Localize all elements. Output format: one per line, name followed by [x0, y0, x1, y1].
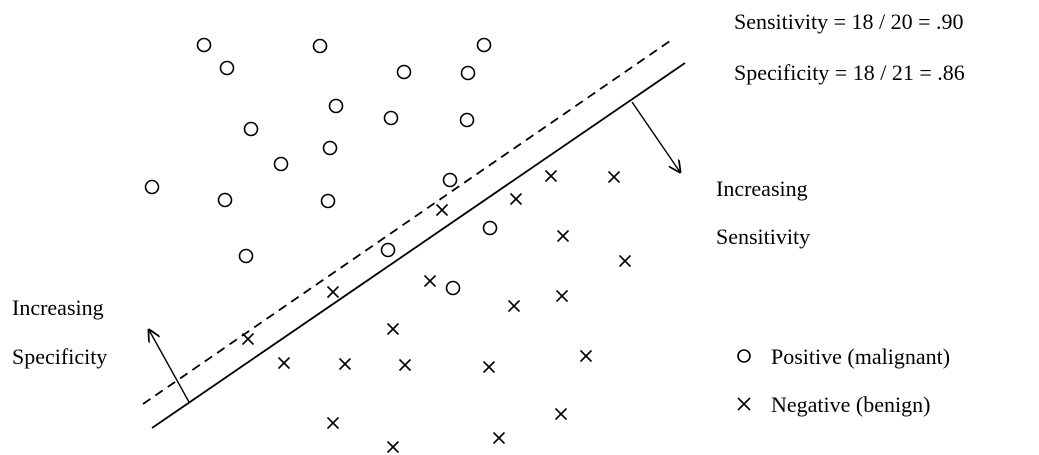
negative-point	[544, 169, 558, 183]
negative-point	[555, 289, 569, 303]
negative-point	[618, 254, 632, 268]
positive-point	[243, 121, 259, 137]
negative-point	[241, 332, 255, 346]
negative-point	[277, 356, 291, 370]
positive-point	[273, 156, 289, 172]
positive-point	[312, 38, 328, 54]
positive-point	[460, 65, 476, 81]
negative-point	[579, 349, 593, 363]
positive-point	[445, 280, 461, 296]
positive-point	[322, 140, 338, 156]
positive-point	[396, 64, 412, 80]
positive-point	[196, 37, 212, 53]
negative-point	[492, 431, 506, 445]
dashed-decision-boundary	[142, 40, 671, 405]
negative-point	[556, 229, 570, 243]
positive-point	[328, 98, 344, 114]
negative-points	[241, 169, 632, 454]
positive-point	[238, 248, 254, 264]
specificity-formula: Specificity = 18 / 21 = .86	[734, 60, 965, 85]
increasing-specificity-label-line2: Specificity	[12, 344, 107, 369]
increasing-specificity-label-line1: Increasing	[12, 295, 104, 320]
positive-point	[476, 37, 492, 53]
sensitivity-formula: Sensitivity = 18 / 20 = .90	[734, 9, 964, 34]
increasing-specificity-arrow	[149, 330, 190, 403]
negative-point	[509, 192, 523, 206]
negative-point	[482, 360, 496, 374]
legend-negative-label: Negative (benign)	[771, 392, 930, 417]
positive-point	[442, 172, 458, 188]
negative-point	[435, 203, 449, 217]
positive-point	[482, 220, 498, 236]
positive-point	[144, 179, 160, 195]
negative-point	[326, 285, 340, 299]
increasing-sensitivity-label-line1: Increasing	[716, 176, 808, 201]
positive-point	[383, 110, 399, 126]
legend-positive-marker	[737, 349, 751, 363]
negative-point	[398, 358, 412, 372]
negative-point	[607, 170, 621, 184]
positive-point	[217, 192, 233, 208]
negative-point	[326, 416, 340, 430]
negative-point	[386, 440, 400, 454]
positive-points	[144, 37, 498, 296]
negative-point	[554, 407, 568, 421]
legend-negative-marker	[737, 397, 751, 411]
increasing-sensitivity-arrow	[631, 101, 680, 172]
negative-point	[386, 322, 400, 336]
positive-point	[219, 60, 235, 76]
negative-point	[423, 274, 437, 288]
solid-decision-boundary	[151, 62, 686, 429]
legend-positive-label: Positive (malignant)	[771, 344, 950, 369]
positive-point	[459, 112, 475, 128]
negative-point	[338, 357, 352, 371]
legend: Positive (malignant) Negative (benign)	[737, 344, 950, 417]
negative-point	[507, 299, 521, 313]
positive-point	[320, 193, 336, 209]
increasing-sensitivity-label-line2: Sensitivity	[716, 224, 810, 249]
positive-point	[380, 242, 396, 258]
